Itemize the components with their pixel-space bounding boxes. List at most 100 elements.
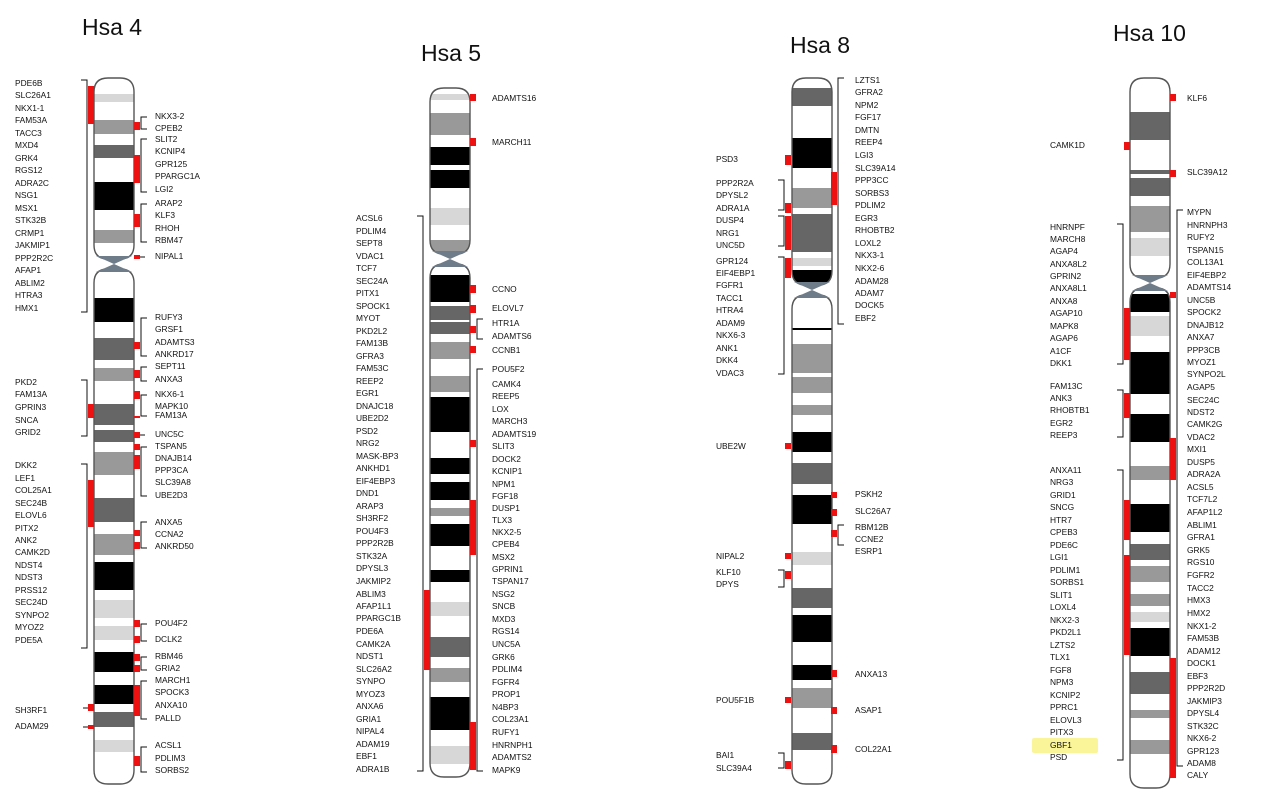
cytoband [430, 275, 470, 302]
cytoband [792, 733, 832, 750]
gene-label: JAKMIP3 [1187, 696, 1222, 706]
gene-label: EBF2 [855, 313, 876, 323]
band-group [430, 94, 470, 764]
marker-right [134, 654, 140, 661]
cytoband [792, 588, 832, 608]
gene-label: COL25A1 [15, 485, 52, 495]
gene-label: MARCH3 [492, 416, 528, 426]
gene-label: POU5F1B [716, 695, 755, 705]
gene-label: PDE6A [356, 626, 384, 636]
gene-label: ANXA8 [1050, 296, 1078, 306]
marker-right [134, 756, 140, 766]
cytoband [430, 322, 470, 334]
gene-label: UNC5B [1187, 295, 1216, 305]
gene-label: EBF1 [356, 751, 377, 761]
gene-label: SLIT2 [155, 134, 178, 144]
gene-label: SEC24B [15, 498, 48, 508]
gene-label: ESRP1 [855, 546, 883, 556]
chromosome-q-arm [792, 295, 832, 784]
gene-label: ADAMTS3 [155, 337, 195, 347]
marker-right [831, 707, 837, 714]
gene-label: ANXA6 [356, 701, 384, 711]
gene-label: ANXA3 [155, 374, 183, 384]
cytoband [94, 368, 134, 381]
cytoband [792, 270, 832, 285]
gene-label: MXD4 [15, 140, 39, 150]
gene-label: SLIT3 [492, 441, 515, 451]
gene-label: LOX [492, 404, 509, 414]
gene-label: MYPN [1187, 207, 1212, 217]
gene-label: PDE5A [15, 635, 43, 645]
gene-label: ARAP2 [155, 198, 183, 208]
gene-label: KCNIP4 [155, 146, 186, 156]
gene-label: NKX6-1 [155, 389, 185, 399]
gene-label: DNAJB12 [1187, 320, 1224, 330]
gene-label: REEP4 [855, 137, 883, 147]
gene-bracket [140, 317, 147, 357]
cytoband [792, 552, 832, 565]
band-group [1130, 112, 1170, 754]
gene-label: NDST2 [1187, 407, 1215, 417]
gene-label: LGI2 [155, 184, 174, 194]
cytoband [94, 338, 134, 360]
gene-bracket [476, 318, 483, 340]
marker-left [785, 216, 791, 250]
gene-label: PPRC1 [1050, 702, 1078, 712]
gene-label: UBE2W [716, 441, 746, 451]
marker-right [134, 444, 140, 450]
gene-label: SLC26A2 [356, 664, 392, 674]
gene-label: AFAP1 [15, 265, 42, 275]
gene-label: MYOZ3 [356, 689, 385, 699]
marker-right [134, 542, 140, 549]
gene-label: ADAM7 [855, 288, 884, 298]
cytoband [1130, 294, 1170, 312]
chromosome-p-arm [792, 78, 832, 285]
marker-right [134, 342, 140, 349]
gene-label: COL23A1 [492, 714, 529, 724]
marker-right [134, 530, 140, 536]
gene-label: SEC24A [356, 276, 389, 286]
gene-label: SLC39A4 [716, 763, 752, 773]
gene-label: KCNIP2 [1050, 690, 1081, 700]
marker-left [88, 704, 94, 711]
gene-label: NKX3-1 [855, 250, 885, 260]
gene-label: HNRNPH1 [492, 740, 533, 750]
gene-label: DOCK2 [492, 454, 521, 464]
gene-label: SORBS3 [855, 188, 889, 198]
cytoband [792, 495, 832, 524]
cytoband [94, 562, 134, 590]
gene-label: DCLK2 [155, 634, 182, 644]
cytoband [792, 688, 832, 708]
gene-label: MSX2 [492, 552, 515, 562]
gene-label: EGR1 [356, 388, 379, 398]
marker-left [88, 480, 94, 527]
gene-label: DNAJC18 [356, 401, 394, 411]
gene-label: PDE6B [15, 78, 43, 88]
gene-label: GRSF1 [155, 324, 183, 334]
cytoband [1130, 504, 1170, 532]
gene-label: DKK4 [716, 355, 738, 365]
gene-label: AFAP1L1 [356, 601, 392, 611]
gene-label: ACSL1 [155, 740, 182, 750]
gene-label: CAMK2A [356, 639, 391, 649]
gene-label: NKX2-3 [1050, 615, 1080, 625]
gene-label: CCNE2 [855, 534, 884, 544]
gene-label: NKX2-6 [855, 263, 885, 273]
marker-right [1170, 94, 1176, 101]
marker-right [134, 155, 140, 183]
gene-label: PALLD [155, 713, 181, 723]
gene-label: HTR7 [1050, 515, 1072, 525]
gene-label: ADAMTS6 [492, 331, 532, 341]
gene-label: NIPAL2 [716, 551, 745, 561]
gene-label: GBF1 [1032, 738, 1098, 753]
marker-right [1170, 438, 1176, 480]
cytoband [1130, 206, 1170, 232]
cytoband [1130, 316, 1170, 336]
gene-label: ANK3 [1050, 393, 1072, 403]
gene-label: LZTS1 [855, 75, 881, 85]
gene-bracket [778, 256, 785, 375]
band-group [94, 94, 134, 752]
cytoband [430, 240, 470, 254]
gene-label: TLX3 [492, 515, 513, 525]
gene-label: SNCB [492, 601, 516, 611]
